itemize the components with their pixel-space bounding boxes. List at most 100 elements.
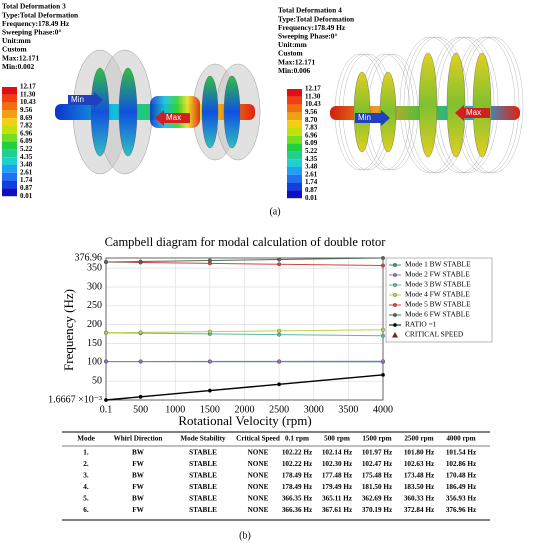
color-band <box>2 149 17 158</box>
table-cell: NONE <box>248 506 269 514</box>
scale-label: 0.87 <box>305 186 318 194</box>
table-cell: 101.54 Hz <box>446 449 477 457</box>
color-band <box>2 157 17 165</box>
legend-marker <box>393 303 397 307</box>
result-info: Unit:mm <box>278 40 308 49</box>
scale-label: 4.35 <box>305 155 318 163</box>
marker <box>381 263 385 268</box>
color-band <box>2 87 17 95</box>
table-cell: NONE <box>248 483 269 491</box>
marker <box>277 257 282 262</box>
table-header: Mode <box>77 435 95 443</box>
scale-label: 12.17 <box>305 85 321 93</box>
table-cell: FW <box>132 483 144 491</box>
marker <box>277 328 282 333</box>
legend-label: Mode 4 FW STABLE <box>405 290 470 299</box>
chart-title: Campbell diagram for modal calculation o… <box>105 235 387 249</box>
legend-marker <box>392 332 398 338</box>
rotor-disk <box>201 75 219 149</box>
marker <box>138 330 143 335</box>
scale-label: 4.35 <box>20 153 33 161</box>
table-cell: FW <box>132 460 144 468</box>
x-tick-label: 3000 <box>304 404 324 415</box>
table-cell: 6. <box>83 506 89 514</box>
legend-marker <box>393 263 397 267</box>
table-header: 500 rpm <box>324 435 350 443</box>
wireframe <box>407 36 469 174</box>
legend-marker <box>393 273 397 277</box>
rotor-disk <box>90 67 110 157</box>
color-band <box>287 159 302 167</box>
marker <box>277 332 282 337</box>
legend-label: Mode 1 BW STABLE <box>405 260 471 269</box>
scale-label: 9.56 <box>20 106 33 114</box>
table-cell: 3. <box>83 472 89 480</box>
x-tick-label: 500 <box>133 404 148 415</box>
scale-label: 3.48 <box>20 161 33 169</box>
rotor-disk <box>223 75 241 149</box>
color-band <box>287 120 302 128</box>
table-cell: 102.30 Hz <box>322 460 353 468</box>
color-band <box>2 141 17 150</box>
table-cell: 102.63 Hz <box>404 460 435 468</box>
x-axis-label: Rotational Velocity (rpm) <box>178 413 311 428</box>
table-cell: STABLE <box>189 460 217 468</box>
color-band <box>2 118 17 126</box>
table-header: Mode Stability <box>180 435 226 443</box>
table-header: 0.1 rpm <box>285 435 309 443</box>
marker <box>381 372 385 377</box>
color-band <box>287 89 302 97</box>
y-tick-label: 200 <box>87 319 102 330</box>
table-cell: 179.49 Hz <box>322 483 353 491</box>
result-info: Min:0.002 <box>2 62 35 71</box>
probe-arrow <box>355 110 390 126</box>
legend-marker <box>393 293 397 297</box>
color-band <box>287 190 302 199</box>
marker <box>381 327 385 332</box>
legend-marker <box>393 313 397 317</box>
scale-label: 11.30 <box>20 90 36 98</box>
result-info: Max:12.171 <box>278 57 315 66</box>
result-info: Min:0.006 <box>278 66 311 75</box>
color-band <box>2 102 17 111</box>
table-header: Whirl Direction <box>114 435 163 443</box>
table-header: 4000 rpm <box>446 435 475 443</box>
color-band <box>2 110 17 119</box>
result-info: Total Deformation 3 <box>2 2 66 11</box>
table-cell: 102.22 Hz <box>282 460 313 468</box>
legend-marker <box>393 323 397 327</box>
table-cell: 178.49 Hz <box>282 472 313 480</box>
table-cell: 376.96 Hz <box>446 506 477 514</box>
table-cell: 1. <box>83 449 89 457</box>
wireframe <box>437 36 499 174</box>
marker <box>277 359 282 364</box>
scale-label: 9.56 <box>305 108 318 116</box>
result-info: Custom <box>2 45 27 54</box>
x-tick-label: 4000 <box>373 404 393 415</box>
legend-label: Mode 5 BW STABLE <box>405 300 471 309</box>
probe-label: Min <box>71 95 84 104</box>
color-band <box>2 165 17 173</box>
rotor-render <box>330 36 524 174</box>
x-tick-label: 2500 <box>269 404 289 415</box>
color-band <box>287 104 302 113</box>
table-cell: 170.48 Hz <box>446 472 477 480</box>
table-cell: NONE <box>248 460 269 468</box>
scale-label: 1.74 <box>305 178 318 186</box>
marker <box>381 359 385 364</box>
marker <box>138 259 143 264</box>
table-cell: 2. <box>83 460 89 468</box>
x-tick-label: 0.1 <box>100 404 113 415</box>
scale-label: 11.30 <box>305 92 321 100</box>
table-cell: 102.86 Hz <box>446 460 477 468</box>
scale-label: 6.96 <box>305 131 318 139</box>
scale-label: 10.43 <box>20 98 36 106</box>
scale-label: 7.83 <box>305 124 318 132</box>
table-cell: 360.33 Hz <box>404 495 435 503</box>
table-cell: STABLE <box>189 506 217 514</box>
table-cell: BW <box>132 495 145 503</box>
table-cell: 102.22 Hz <box>282 449 313 457</box>
color-band <box>287 128 302 136</box>
x-tick-label: 2000 <box>234 404 254 415</box>
marker <box>138 359 143 364</box>
